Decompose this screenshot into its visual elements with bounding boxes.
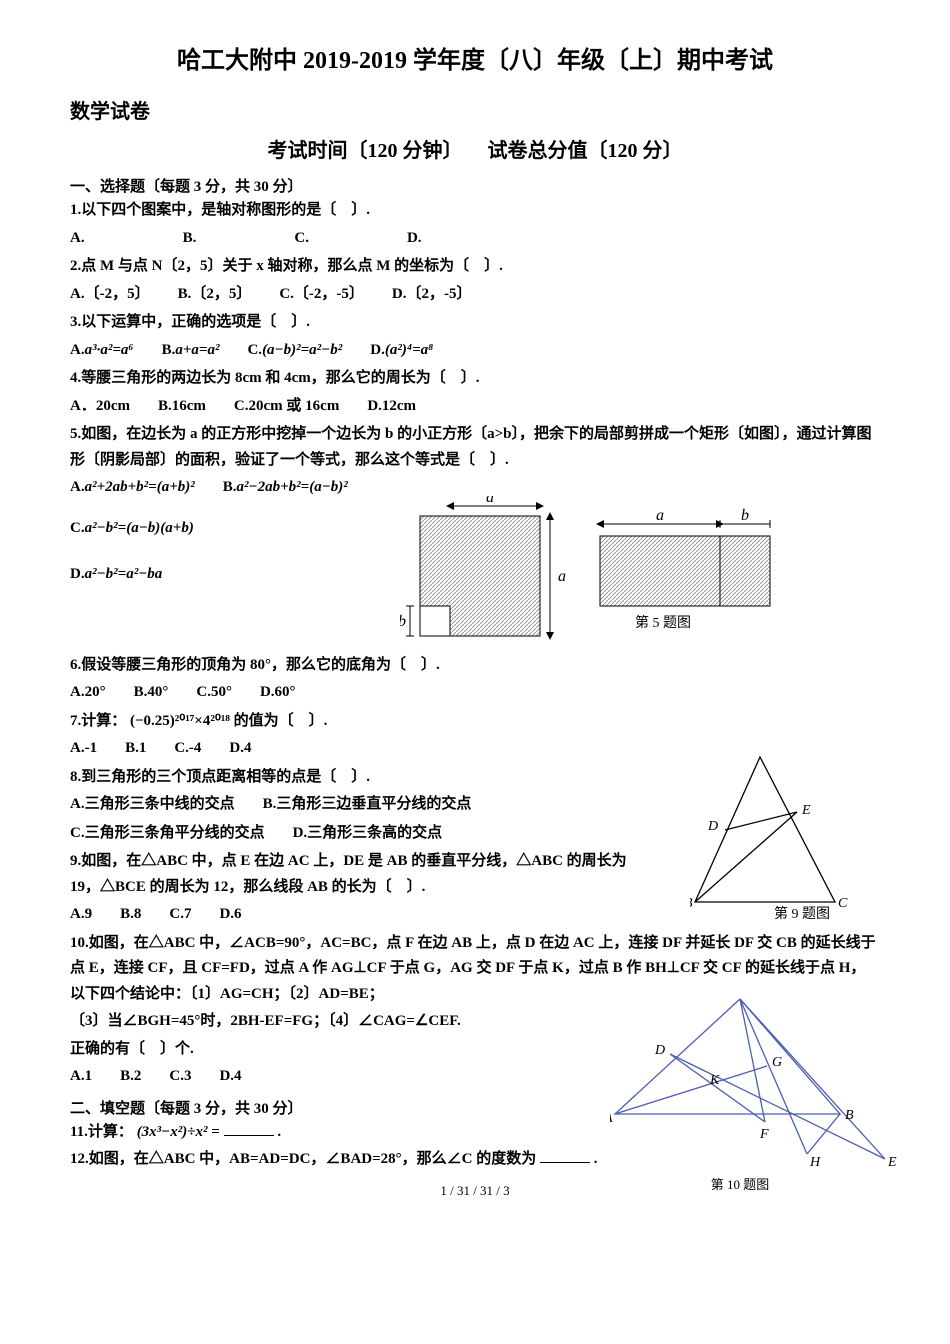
q8-opt-b: B.三角形三边垂直平分线的交点: [263, 790, 472, 819]
lbl-D: D: [707, 819, 718, 834]
q4-opt-a: A．20cm: [70, 392, 130, 421]
lbl-B: B: [690, 896, 693, 911]
q5-opt-d: D.a²−b²=a²−ba: [70, 560, 162, 589]
lbl-A: A: [759, 752, 769, 756]
q10-figure: C A B E H F G D K 第 10 题图: [610, 994, 910, 1199]
q4-options: A．20cm B.16cm C.20cm 或 16cm D.12cm: [70, 392, 880, 421]
total-score: 试卷总分值〔120 分〕: [488, 140, 683, 162]
q10-opt-d: D.4: [219, 1062, 241, 1091]
q9-opt-b: B.8: [120, 900, 141, 929]
q7-opt-c: C.-4: [174, 734, 201, 763]
section-1-heading: 一、选择题〔每题 3 分，共 30 分〕: [70, 175, 880, 196]
blank-11: [224, 1121, 274, 1136]
q6-opt-c: C.50°: [196, 678, 232, 707]
q10-opt-c: C.3: [169, 1062, 191, 1091]
q3-opt-d: D.(a²)⁴=a⁸: [370, 336, 433, 365]
duration: 考试时间〔120 分钟〕: [268, 140, 463, 162]
question-5: 5.如图，在边长为 a 的正方形中挖掉一个边长为 b 的小正方形〔a>b〕，把余…: [70, 422, 880, 473]
question-3: 3.以下运算中，正确的选项是〔 〕.: [70, 310, 880, 336]
q9-opt-a: A.9: [70, 900, 92, 929]
q2-opt-a: A.〔-2，5〕: [70, 280, 150, 309]
q6-options: A.20° B.40° C.50° D.60°: [70, 678, 880, 707]
label-a-top: a: [486, 496, 494, 506]
q2-opt-d: D.〔2，-5〕: [392, 280, 472, 309]
q7-opt-b: B.1: [125, 734, 146, 763]
q1-opt-a: A.: [70, 224, 85, 253]
q4-opt-b: B.16cm: [158, 392, 206, 421]
page: 哈工大附中 2019-2019 学年度〔八〕年级〔上〕期中考试 数学试卷 考试时…: [0, 0, 950, 1229]
svg-text:G: G: [772, 1055, 782, 1070]
question-2: 2.点 M 与点 N〔2，5〕关于 x 轴对称，那么点 M 的坐标为〔 〕.: [70, 254, 880, 280]
q9-opt-d: D.6: [219, 900, 241, 929]
q5-caption: 第 5 题图: [635, 612, 691, 632]
q6-opt-d: D.60°: [260, 678, 296, 707]
question-1: 1.以下四个图案中，是轴对称图形的是〔 〕.: [70, 198, 880, 224]
subject-label: 数学试卷: [70, 95, 880, 124]
svg-text:K: K: [709, 1073, 720, 1088]
q8-opt-d: D.三角形三条高的交点: [293, 819, 443, 848]
svg-text:D: D: [654, 1043, 665, 1058]
q6-opt-a: A.20°: [70, 678, 106, 707]
q7-opt-a: A.-1: [70, 734, 97, 763]
q3-opt-b: B.a+a=a²: [162, 336, 220, 365]
label-b: b: [400, 613, 406, 630]
q10-opt-b: B.2: [120, 1062, 141, 1091]
exam-title: 哈工大附中 2019-2019 学年度〔八〕年级〔上〕期中考试: [70, 40, 880, 75]
q8-opt-c: C.三角形三条角平分线的交点: [70, 819, 265, 848]
q1-opt-c: C.: [294, 224, 309, 253]
svg-text:A: A: [610, 1111, 613, 1126]
svg-text:B: B: [845, 1108, 854, 1123]
q3-opt-c: C.(a−b)²=a²−b²: [247, 336, 342, 365]
q4-opt-c: C.20cm 或 16cm: [234, 392, 339, 421]
q9-caption: 第 9 题图: [774, 903, 830, 923]
lbl-C: C: [838, 896, 848, 911]
q8-opt-a: A.三角形三条中线的交点: [70, 790, 235, 819]
question-9: 9.如图，在△ABC 中，点 E 在边 AC 上，DE 是 AB 的垂直平分线，…: [70, 849, 630, 900]
q1-opt-b: B.: [183, 224, 197, 253]
svg-text:E: E: [887, 1155, 897, 1170]
q9-diagram: A B C D E: [690, 752, 850, 912]
q9-opt-c: C.7: [169, 900, 191, 929]
q5-figure-area: C.a²−b²=(a−b)(a+b) D.a²−b²=a²−ba: [70, 502, 880, 657]
svg-text:C: C: [740, 994, 750, 998]
q4-opt-d: D.12cm: [367, 392, 416, 421]
q10-caption: 第 10 题图: [711, 1177, 770, 1192]
rect-b: b: [741, 507, 749, 524]
svg-text:H: H: [809, 1155, 821, 1170]
question-4: 4.等腰三角形的两边长为 8cm 和 4cm，那么它的周长为〔 〕.: [70, 366, 880, 392]
q3-opt-a: A.a³·a²=a⁶: [70, 336, 134, 365]
q2-options: A.〔-2，5〕 B.〔2，5〕 C.〔-2，-5〕 D.〔2，-5〕: [70, 280, 880, 309]
q1-opt-d: D.: [407, 224, 422, 253]
exam-subtitle: 考试时间〔120 分钟〕 试卷总分值〔120 分〕: [70, 134, 880, 163]
lbl-E: E: [801, 803, 811, 818]
blank-12: [540, 1149, 590, 1164]
label-a-right: a: [558, 568, 566, 585]
q2-opt-c: C.〔-2，-5〕: [279, 280, 364, 309]
q5-diagram: a a b a: [400, 496, 800, 646]
q5-opt-c: C.a²−b²=(a−b)(a+b): [70, 514, 194, 543]
q3-options: A.a³·a²=a⁶ B.a+a=a² C.(a−b)²=a²−b² D.(a²…: [70, 336, 880, 365]
q5-opt-a: A.a²+2ab+b²=(a+b)²: [70, 473, 195, 502]
svg-text:F: F: [759, 1127, 769, 1142]
q2-opt-b: B.〔2，5〕: [178, 280, 252, 309]
question-7: 7.计算： (−0.25)²⁰¹⁷×4²⁰¹⁸ 的值为〔 〕.: [70, 709, 880, 735]
q1-options: A. B. C. D.: [70, 224, 880, 253]
rect-a: a: [656, 507, 664, 524]
q5-opt-b: B.a²−2ab+b²=(a−b)²: [223, 473, 348, 502]
q10-opt-a: A.1: [70, 1062, 92, 1091]
q7-opt-d: D.4: [229, 734, 251, 763]
q6-opt-b: B.40°: [134, 678, 169, 707]
